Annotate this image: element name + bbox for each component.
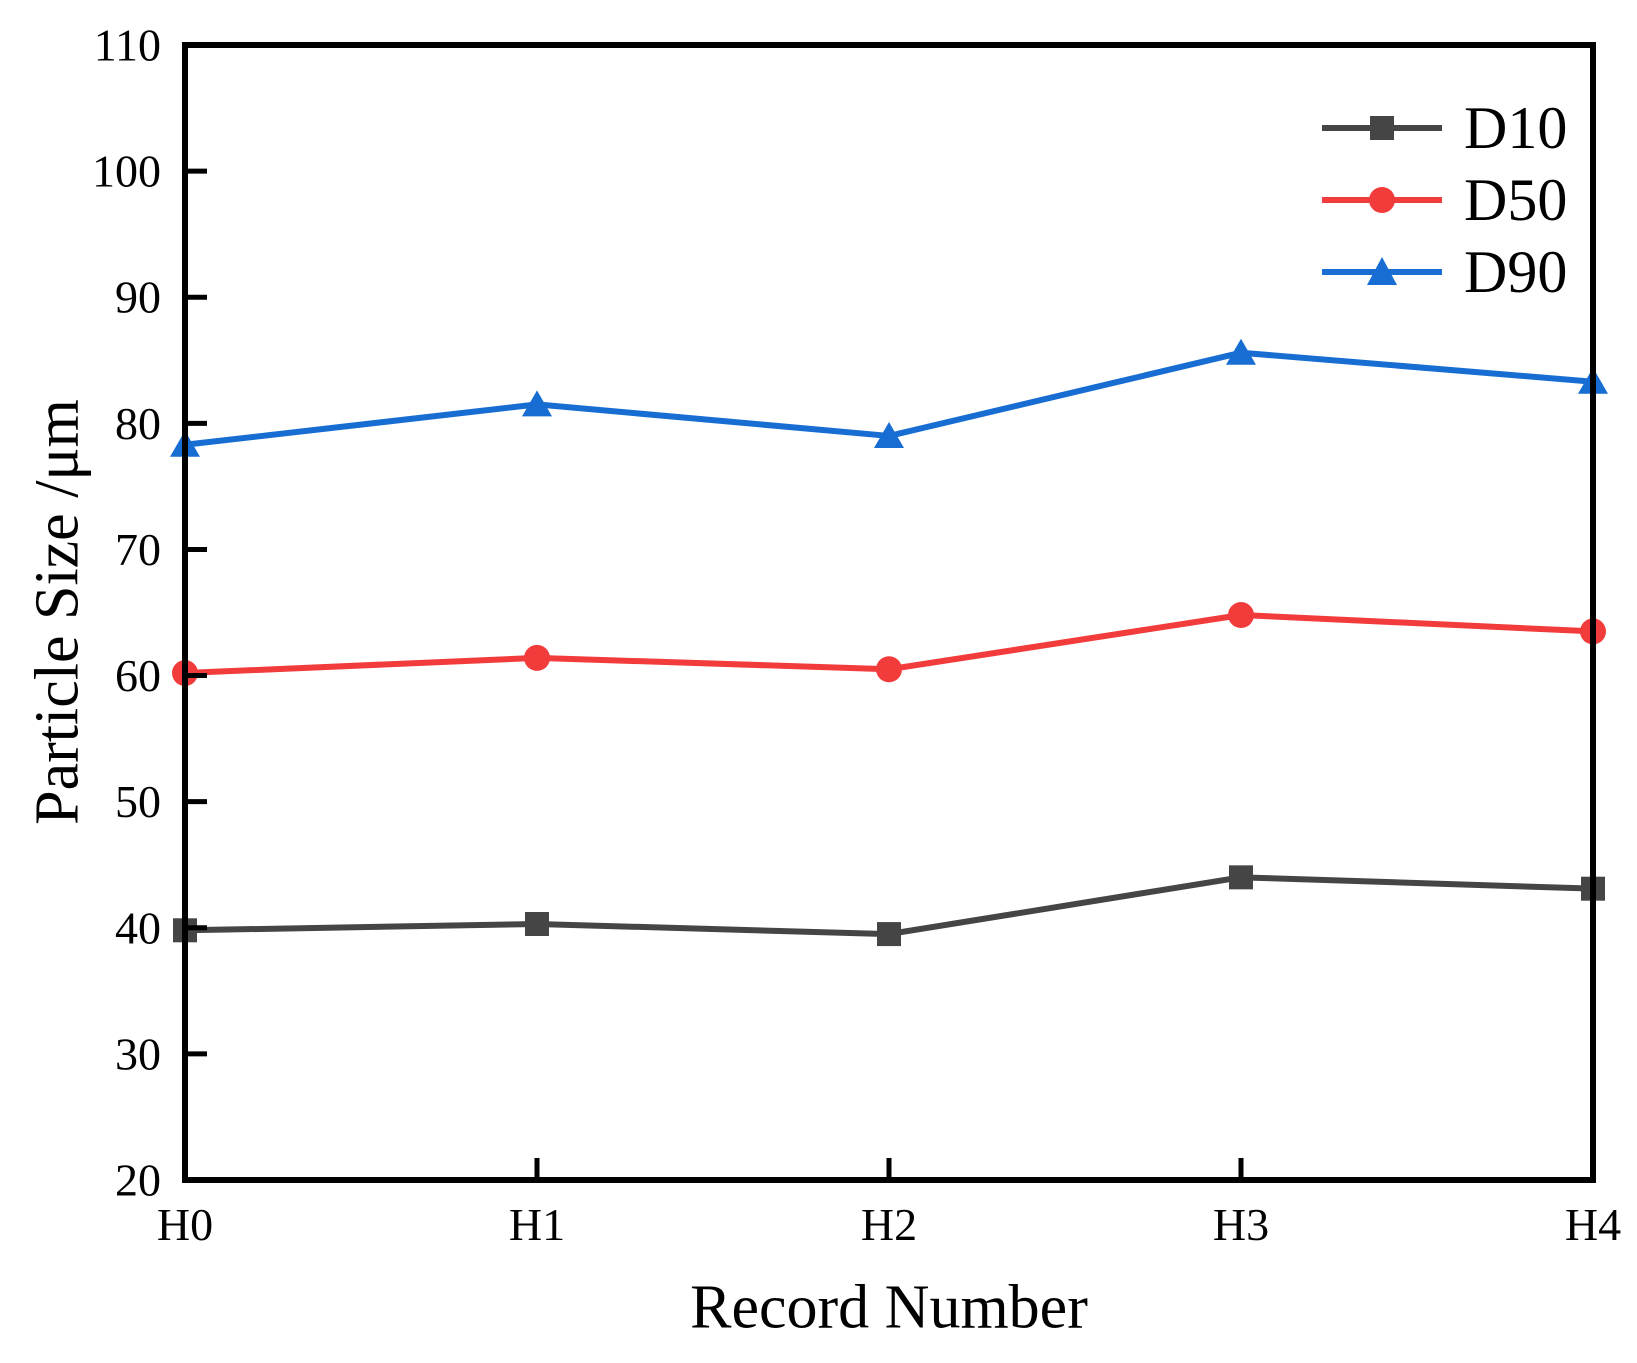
d10-square-marker-icon [1322, 116, 1442, 140]
data-point-d50 [1228, 602, 1254, 629]
data-point-d50 [876, 656, 902, 683]
x-axis-label: Record Number [690, 1273, 1088, 1342]
x-tick-label: H3 [1213, 1199, 1269, 1250]
legend-label-d50: D50 [1464, 167, 1568, 233]
y-axis-label: Particle Size /μm [23, 399, 92, 825]
y-tick-label: 100 [92, 146, 161, 197]
y-tick-label: 30 [115, 1028, 161, 1079]
data-point-d50 [524, 644, 550, 671]
data-point-d90 [1226, 338, 1256, 365]
data-point-d10 [877, 922, 901, 947]
y-tick-label: 60 [115, 650, 161, 701]
legend-item-d10: D10 [1318, 92, 1567, 164]
legend-label-d90: D90 [1464, 239, 1568, 305]
data-point-d90 [522, 390, 552, 417]
y-tick-label: 50 [115, 776, 161, 827]
data-point-d10 [1229, 865, 1253, 890]
x-tick-label: H0 [157, 1199, 213, 1250]
legend: D10 D50 D90 [1318, 92, 1567, 308]
x-tick-label: H2 [861, 1199, 917, 1250]
data-point-d90 [874, 421, 904, 448]
x-tick-label: H1 [509, 1199, 565, 1250]
x-tick-label: H4 [1565, 1199, 1621, 1250]
d50-circle-marker-icon [1322, 187, 1442, 213]
y-tick-label: 20 [115, 1155, 161, 1206]
y-tick-label: 110 [94, 20, 161, 71]
y-tick-label: 40 [115, 902, 161, 953]
legend-item-d90: D90 [1318, 236, 1567, 308]
y-tick-label: 80 [115, 398, 161, 449]
y-tick-label: 70 [115, 524, 161, 575]
legend-item-d50: D50 [1318, 164, 1567, 236]
legend-label-d10: D10 [1464, 95, 1568, 161]
y-tick-label: 90 [115, 272, 161, 323]
data-point-d10 [525, 911, 549, 936]
d90-triangle-marker-icon [1322, 257, 1442, 285]
